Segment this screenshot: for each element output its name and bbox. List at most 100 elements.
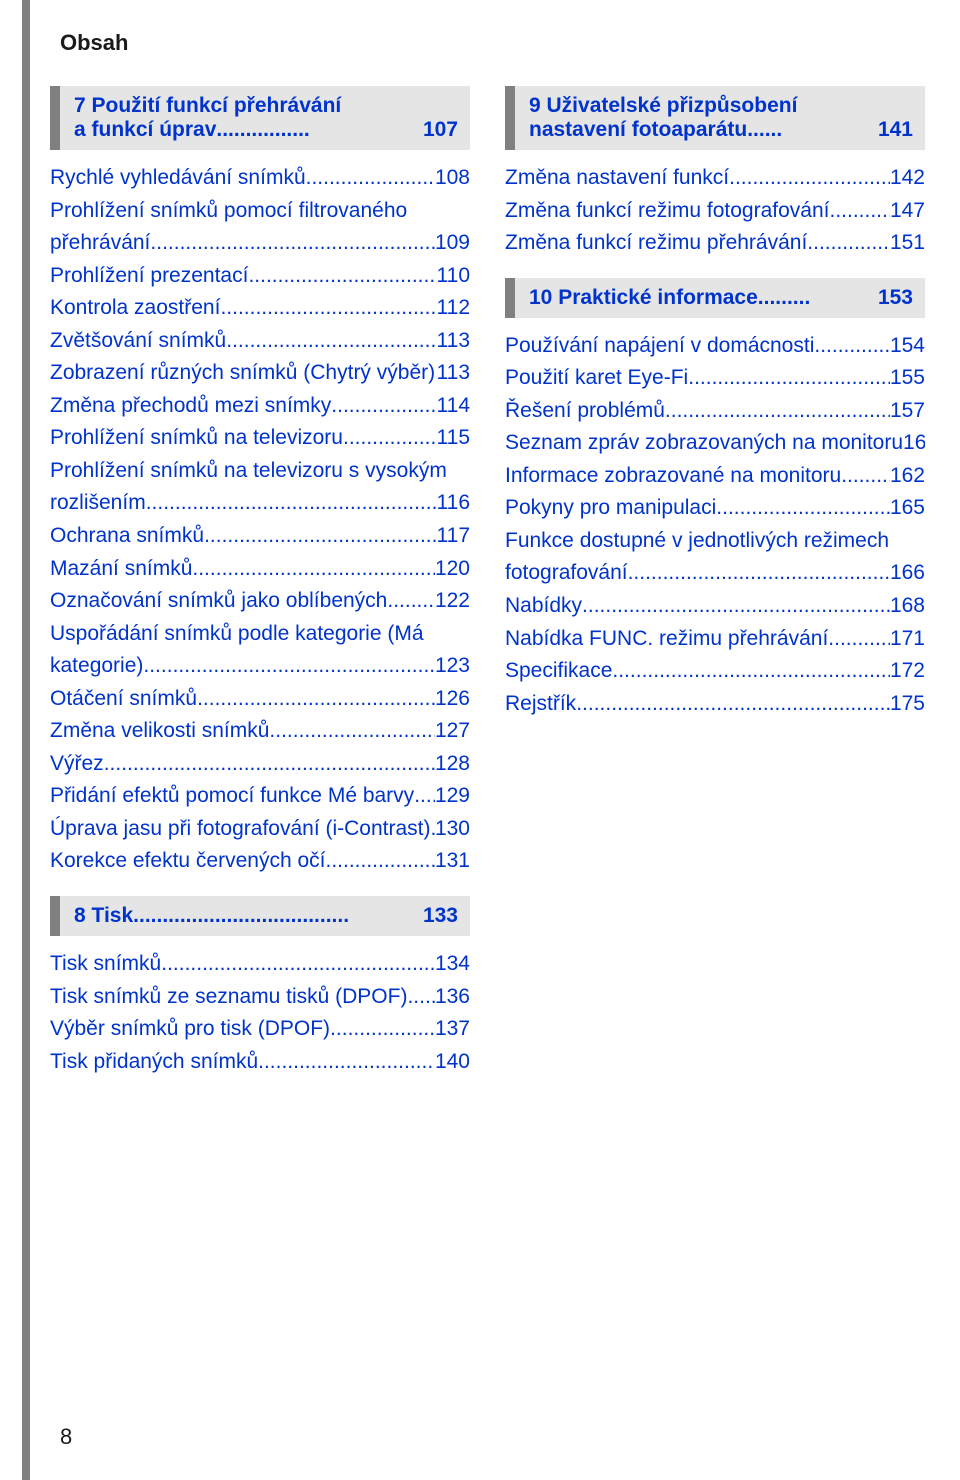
toc-entry[interactable]: Seznam zpráv zobrazovaných na monitoru .… <box>505 427 925 460</box>
toc-dots: ........................................… <box>665 395 890 428</box>
page-title: Obsah <box>60 30 910 56</box>
toc-dots: ........................................… <box>414 780 435 813</box>
toc-entry[interactable]: Změna funkcí režimu přehrávání .........… <box>505 227 925 260</box>
section-leader: ......... <box>758 286 878 310</box>
toc-page: 155 <box>890 362 925 395</box>
toc-dots: ........................................… <box>716 492 890 525</box>
toc-page: 117 <box>437 520 470 553</box>
toc-dots: ........................................… <box>582 590 890 623</box>
toc-label: Pokyny pro manipulaci <box>505 492 716 525</box>
toc-dots: ........................................… <box>258 1046 435 1079</box>
toc-label: Změna přechodů mezi snímky <box>50 390 331 423</box>
toc-entry[interactable]: Mazání snímků ..........................… <box>50 553 470 586</box>
toc-entry[interactable]: fotografování ..........................… <box>505 557 925 590</box>
toc-entry[interactable]: Ochrana snímků .........................… <box>50 520 470 553</box>
toc-dots: ........................................… <box>325 845 434 878</box>
toc-page: 168 <box>890 590 925 623</box>
toc-page: 123 <box>435 650 470 683</box>
section-title: 10 Praktické informace <box>529 286 758 310</box>
toc-entry[interactable]: rozlišením .............................… <box>50 487 470 520</box>
toc-label: Prohlížení snímků na televizoru <box>50 422 343 455</box>
toc-entry[interactable]: Pokyny pro manipulaci ..................… <box>505 492 925 525</box>
toc-label: Zobrazení různých snímků (Chytrý výběr) <box>50 357 435 390</box>
toc-entry[interactable]: Funkce dostupné v jednotlivých režimech <box>505 525 925 558</box>
toc-entry[interactable]: přehrávání .............................… <box>50 227 470 260</box>
toc-entry[interactable]: Tisk snímků ze seznamu tisků (DPOF) ....… <box>50 981 470 1014</box>
page-number: 8 <box>60 1404 910 1450</box>
toc-dots: ........................................… <box>343 422 437 455</box>
toc-entry[interactable]: Změna velikosti snímků .................… <box>50 715 470 748</box>
toc-page: 160 <box>903 427 925 460</box>
toc-entry[interactable]: Kontrola zaostření .....................… <box>50 292 470 325</box>
toc-entry[interactable]: Zvětšování snímků ......................… <box>50 325 470 358</box>
toc-label: Změna velikosti snímků <box>50 715 269 748</box>
toc-page: 137 <box>435 1013 470 1046</box>
toc-entry[interactable]: Řešení problémů ........................… <box>505 395 925 428</box>
toc-label: Specifikace <box>505 655 612 688</box>
toc-entry[interactable]: Změna nastavení funkcí .................… <box>505 162 925 195</box>
toc-entry[interactable]: Nabídky ................................… <box>505 590 925 623</box>
toc-entry[interactable]: Tisk přidaných snímků ..................… <box>50 1046 470 1079</box>
toc-label: Změna funkcí režimu fotografování <box>505 195 830 228</box>
toc-entry[interactable]: Nabídka FUNC. režimu přehrávání ........… <box>505 623 925 656</box>
toc-dots: ........................................… <box>830 195 890 228</box>
toc-label: Výřez <box>50 748 104 781</box>
toc-entry[interactable]: Výřez ..................................… <box>50 748 470 781</box>
toc-entry[interactable]: Úprava jasu při fotografování (i-Contras… <box>50 813 470 846</box>
toc-entry[interactable]: Korekce efektu červených očí ...........… <box>50 845 470 878</box>
toc-page: 129 <box>435 780 470 813</box>
toc-dots: ........................................… <box>269 715 435 748</box>
toc-entry[interactable]: Změna přechodů mezi snímky .............… <box>50 390 470 423</box>
toc-dots: ........................................… <box>828 623 890 656</box>
toc-entry[interactable]: Používání napájení v domácnosti ........… <box>505 330 925 363</box>
toc-dots: ........................................… <box>814 330 890 363</box>
toc-entry[interactable]: Změna funkcí režimu fotografování ......… <box>505 195 925 228</box>
toc-entry[interactable]: Uspořádání snímků podle kategorie (Má <box>50 618 470 651</box>
toc-dots: ........................................… <box>306 162 435 195</box>
toc-page: 110 <box>437 260 470 293</box>
section-title: 9 Uživatelské přizpůsobení <box>529 94 913 118</box>
toc-dots: ........................................… <box>407 981 434 1014</box>
toc-label: Rychlé vyhledávání snímků <box>50 162 306 195</box>
toc-entry[interactable]: Prohlížení snímků na televizoru s vysoký… <box>50 455 470 488</box>
toc-entry[interactable]: Prohlížení prezentací ..................… <box>50 260 470 293</box>
section-9-header[interactable]: 9 Uživatelské přizpůsobení nastavení fot… <box>505 86 925 150</box>
toc-entry[interactable]: Prohlížení snímků na televizoru ........… <box>50 422 470 455</box>
toc-page: 120 <box>435 553 470 586</box>
toc-label: Kontrola zaostření <box>50 292 220 325</box>
toc-entry[interactable]: Označování snímků jako oblíbených ......… <box>50 585 470 618</box>
toc-page: 126 <box>435 683 470 716</box>
toc-entry[interactable]: Rychlé vyhledávání snímků ..............… <box>50 162 470 195</box>
toc-label: fotografování <box>505 557 628 590</box>
toc-page: 154 <box>890 330 925 363</box>
toc-label: Informace zobrazované na monitoru <box>505 460 841 493</box>
toc-dots: ........................................… <box>688 362 890 395</box>
section-10-header[interactable]: 10 Praktické informace ......... 153 <box>505 278 925 318</box>
section-leader: ..................................... <box>133 904 417 928</box>
section-8-header[interactable]: 8 Tisk .................................… <box>50 896 470 936</box>
toc-entry[interactable]: Tisk snímků ............................… <box>50 948 470 981</box>
toc-entry[interactable]: Informace zobrazované na monitoru ......… <box>505 460 925 493</box>
section-10-entries: Používání napájení v domácnosti ........… <box>505 330 925 721</box>
toc-entry[interactable]: Zobrazení různých snímků (Chytrý výběr) … <box>50 357 470 390</box>
toc-entry[interactable]: Použití karet Eye-Fi ...................… <box>505 362 925 395</box>
toc-dots: ........................................… <box>628 557 890 590</box>
toc-entry[interactable]: Rejstřík ...............................… <box>505 688 925 721</box>
section-7-header[interactable]: 7 Použití funkcí přehrávání a funkcí úpr… <box>50 86 470 150</box>
columns-wrapper: 7 Použití funkcí přehrávání a funkcí úpr… <box>50 86 910 1404</box>
toc-entry[interactable]: Výběr snímků pro tisk (DPOF) ...........… <box>50 1013 470 1046</box>
toc-entry[interactable]: Specifikace ............................… <box>505 655 925 688</box>
toc-label: kategorie) <box>50 650 143 683</box>
toc-entry[interactable]: Otáčení snímků .........................… <box>50 683 470 716</box>
toc-label: Nabídka FUNC. režimu přehrávání <box>505 623 828 656</box>
section-page: 107 <box>423 118 458 142</box>
toc-entry[interactable]: kategorie) .............................… <box>50 650 470 683</box>
toc-label: Rejstřík <box>505 688 576 721</box>
toc-entry[interactable]: Prohlížení snímků pomocí filtrovaného <box>50 195 470 228</box>
toc-label: Řešení problémů <box>505 395 665 428</box>
section-page: 133 <box>417 904 458 928</box>
toc-entry[interactable]: Přidání efektů pomocí funkce Mé barvy ..… <box>50 780 470 813</box>
toc-label: rozlišením <box>50 487 146 520</box>
toc-dots: ........................................… <box>226 325 436 358</box>
toc-dots: ........................................… <box>192 553 435 586</box>
